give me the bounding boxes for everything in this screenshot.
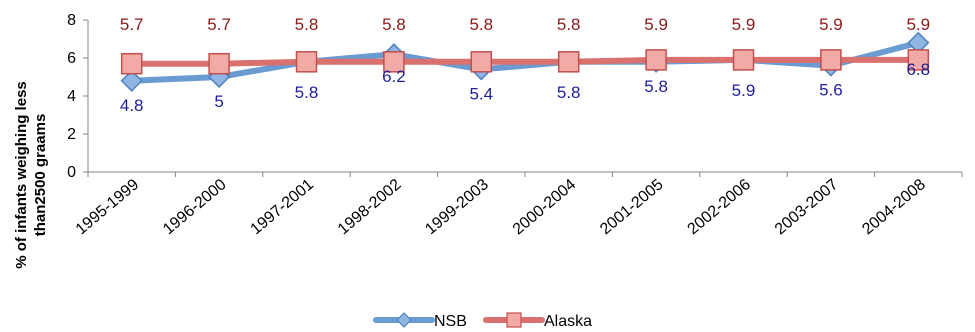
- x-tick-label: 1999-2003: [422, 176, 492, 238]
- data-label-alaska: 5.7: [207, 15, 231, 34]
- x-tick-label: 2003-2007: [772, 176, 842, 238]
- data-label-alaska: 5.9: [644, 15, 668, 34]
- legend-marker-alaska: [506, 312, 522, 328]
- data-label-alaska: 5.9: [906, 15, 930, 34]
- point-alaska: [907, 49, 930, 71]
- series-line-alaska: [128, 56, 922, 67]
- legend: NSB Alaska: [373, 312, 592, 330]
- x-tick-label: 1997-2001: [248, 176, 318, 238]
- data-label-nsb: 5.8: [295, 83, 319, 102]
- data-label-alaska: 5.8: [469, 15, 493, 34]
- data-label-nsb: 5.6: [819, 81, 843, 100]
- data-label-alaska: 5.8: [382, 15, 406, 34]
- data-label-alaska: 5.8: [295, 15, 319, 34]
- point-alaska: [820, 49, 842, 71]
- y-tick-label: 0: [67, 164, 76, 181]
- data-label-nsb: 6.2: [382, 67, 406, 86]
- y-axis-title: % of infants weighing less than2500 graa…: [13, 81, 49, 269]
- data-label-nsb: 6.8: [906, 60, 930, 79]
- data-label-nsb: 5.8: [557, 83, 581, 102]
- y-tick-label: 8: [67, 12, 76, 29]
- point-alaska: [645, 49, 667, 71]
- point-alaska: [208, 52, 230, 75]
- axes: 0 2 4 6 8 1995-1999 1996-2000 1997-2001 1998-200…: [67, 12, 963, 238]
- series-lines: [120, 31, 930, 92]
- y-tick-label: 4: [67, 88, 76, 105]
- data-labels: 5.7 4.8 5.7 5 5.8 5.8 5.8 6.2 5.8 5.4 5.8 5.8 5.9 5.8…: [120, 15, 930, 115]
- legend-label-nsb: NSB: [434, 313, 467, 330]
- data-label-alaska: 5.9: [819, 15, 843, 34]
- data-label-nsb: 5.9: [732, 81, 756, 100]
- data-label-nsb: 4.8: [120, 96, 144, 115]
- x-tick-label: 2001-2005: [597, 176, 667, 238]
- point-alaska: [557, 51, 580, 73]
- y-tick-label: 6: [67, 50, 76, 67]
- x-tick-label: 1998-2002: [335, 176, 405, 238]
- legend-label-alaska: Alaska: [544, 313, 592, 330]
- x-tick-label: 2004-2008: [859, 176, 929, 238]
- x-tick-label: 1996-2000: [160, 176, 230, 238]
- data-label-nsb: 5: [214, 92, 223, 111]
- data-label-nsb: 5.8: [644, 77, 668, 96]
- point-alaska: [383, 51, 405, 73]
- data-label-nsb: 5.4: [469, 84, 493, 103]
- point-alaska: [295, 51, 318, 73]
- x-tick-label: 2000-2004: [510, 176, 580, 238]
- x-tick-label: 1995-1999: [73, 176, 143, 238]
- data-label-alaska: 5.9: [732, 15, 756, 34]
- y-tick-label: 2: [67, 126, 76, 143]
- data-label-alaska: 5.8: [557, 15, 581, 34]
- point-alaska: [470, 51, 493, 73]
- y-axis-title-line-1: % of infants weighing less: [13, 81, 30, 269]
- y-axis-title-line-2: than2500 graams: [32, 114, 49, 237]
- point-alaska: [732, 49, 755, 71]
- point-alaska: [120, 52, 143, 75]
- data-label-alaska: 5.7: [120, 15, 144, 34]
- x-tick-label: 2002-2006: [685, 176, 755, 238]
- legend-marker-nsb: [396, 312, 412, 328]
- point-nsb: [120, 69, 143, 92]
